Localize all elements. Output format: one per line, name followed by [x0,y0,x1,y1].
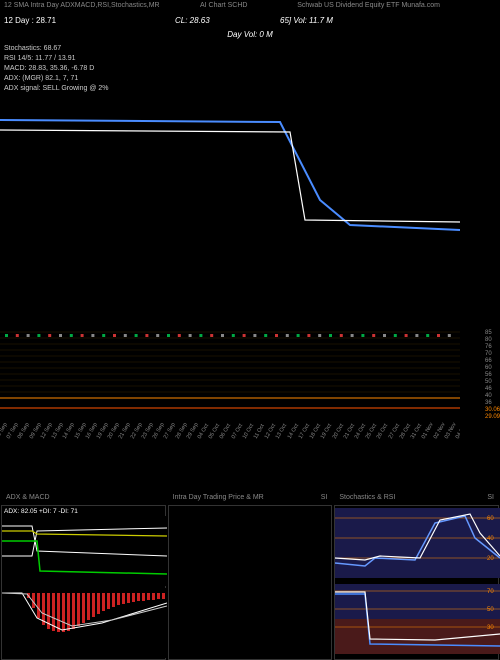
rsi-text: RSI 14/5: 11.77 / 13.91 [4,54,496,64]
panel-intraday: Intra Day Trading Price & MR SI [168,505,333,660]
vol-value: 65] Vol: 11.7 M [280,16,333,25]
svg-text:50: 50 [487,607,494,613]
y-axis-labels: 858076706660565046403630.0629.09 [485,330,500,421]
svg-text:30: 30 [487,625,494,631]
svg-text:20: 20 [487,556,494,562]
main-chart [0,100,500,330]
adx-top-chart [2,516,167,586]
price-band: 858076706660565046403630.0629.09 [0,330,500,420]
svg-text:40: 40 [487,536,494,542]
panel-title-intraday: Intra Day Trading Price & MR [173,494,264,501]
adx-overlay-text: ADX: 82.05 +DI: 7 -DI: 71 [4,508,78,515]
header: 12 SMA Intra Day ADXMACD,RSI,Stochastics… [0,0,500,16]
x-axis-labels: 06 Sep07 Sep08 Sep09 Sep12 Sep13 Sep14 S… [0,434,460,440]
panel-stoch: Stochastics & RSI SI 204060 305070 [334,505,499,660]
stoch-top-chart: 20 40 60 [335,508,500,578]
close-value: CL: 28.63 [175,16,210,25]
sub-panels: ADX & MACD ADX: 82.05 +DI: 7 -DI: 71 Int… [0,505,500,660]
header-left: 12 SMA Intra Day ADXMACD,RSI,Stochastics… [4,2,160,9]
panel-title-stoch-r: SI [487,494,494,501]
svg-text:70: 70 [487,589,494,595]
adx-signal-text: ADX signal: SELL Growing @ 2% [4,84,496,94]
summary-row: 12 Day : 28.71 CL: 28.63 65] Vol: 11.7 M [0,16,500,30]
macd-text: MACD: 28.83, 35.36, -6.78 D [4,64,496,74]
main-chart-svg [0,100,460,330]
panel-adx-macd: ADX & MACD ADX: 82.05 +DI: 7 -DI: 71 [1,505,166,660]
x-axis: 06 Sep07 Sep08 Sep09 Sep12 Sep13 Sep14 S… [0,420,460,440]
panel-title-stoch: Stochastics & RSI [339,494,395,501]
panel-title-intraday-r: SI [321,494,328,501]
panel-title-adx: ADX & MACD [6,494,50,501]
indicator-block: Stochastics: 68.67 RSI 14/5: 11.77 / 13.… [0,42,500,96]
stochastics-text: Stochastics: 68.67 [4,44,496,54]
header-mid: AI Chart SCHD [200,2,247,9]
header-right: Schwab US Dividend Equity ETF Munafa.com [297,2,440,9]
day-vol: Day Vol: 0 M [0,30,500,42]
stoch-bottom-chart: 30 50 70 [335,584,500,654]
day-value: 12 Day : 28.71 [4,16,56,25]
adx-text: ADX: (MGR) 82.1, 7, 71 [4,74,496,84]
adx-bottom-chart [2,588,167,658]
svg-text:60: 60 [487,516,494,522]
price-band-svg [0,330,460,420]
